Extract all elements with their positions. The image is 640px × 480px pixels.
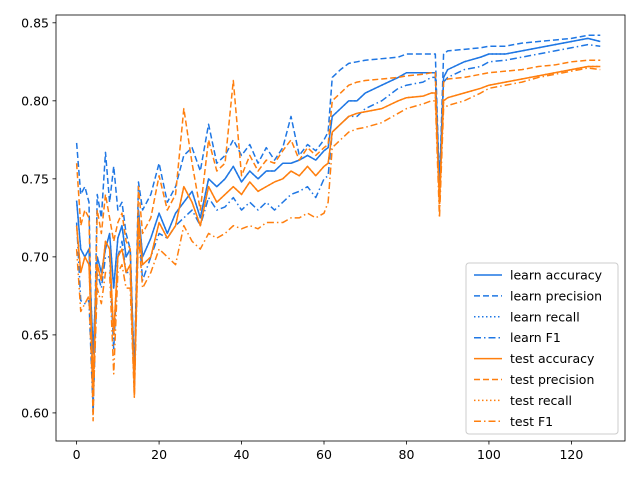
- series-line-learn-accuracy: [75, 37, 601, 375]
- y-tick-label: 0.60: [21, 405, 49, 420]
- x-tick-label: 60: [316, 447, 332, 462]
- legend-box: [465, 262, 619, 435]
- x-tick-label: 100: [477, 447, 501, 462]
- y-tick-label: 0.70: [21, 249, 49, 264]
- legend-label: test F1: [510, 414, 553, 429]
- legend-label: test recall: [510, 393, 572, 408]
- series-layer: [75, 34, 601, 422]
- plot-frame: [55, 14, 626, 442]
- axes-layer: 0 20 40 60 80 100 120 0.60 0.65 0.70 0.75 0.80 0.85: [21, 14, 626, 462]
- legend-label: test precision: [510, 372, 594, 387]
- x-tick-label: 120: [559, 447, 583, 462]
- series-line-test-precision: [75, 59, 601, 422]
- series-line-test-accuracy: [75, 65, 601, 391]
- y-tick-label: 0.85: [21, 15, 49, 30]
- series-line-test-f1: [75, 67, 601, 406]
- legend: learn accuracy learn precision learn recal…: [465, 262, 619, 435]
- legend-label: learn accuracy: [510, 268, 603, 283]
- x-tick-label: 80: [399, 447, 415, 462]
- x-tick-label: 20: [151, 447, 167, 462]
- x-tick-label: 40: [234, 447, 250, 462]
- y-tick-label: 0.80: [21, 93, 49, 108]
- legend-label: learn F1: [510, 330, 561, 345]
- legend-label: learn precision: [510, 288, 602, 303]
- legend-label: test accuracy: [510, 351, 595, 366]
- x-tick-label: 0: [73, 447, 81, 462]
- series-line-learn-f1: [75, 43, 601, 414]
- legend-label: learn recall: [510, 309, 580, 324]
- series-line-learn-precision: [75, 34, 601, 414]
- y-tick-label: 0.75: [21, 171, 49, 186]
- y-tick-label: 0.65: [21, 327, 49, 342]
